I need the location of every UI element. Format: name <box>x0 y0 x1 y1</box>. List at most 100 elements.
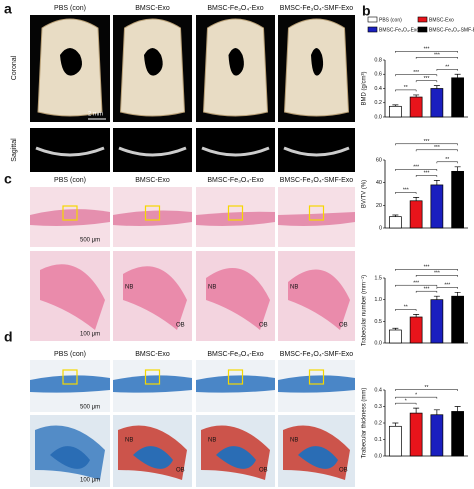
y-tick-label: 0.6 <box>374 72 382 78</box>
significance-bracket <box>415 57 458 59</box>
bar <box>451 170 464 229</box>
significance-bracket <box>395 192 417 194</box>
error-bar <box>433 85 440 89</box>
roi <box>308 205 325 221</box>
y-tick-label: 20 <box>376 203 382 209</box>
column-title: BMSC-Fe₃O₄-SMF-Exo <box>280 5 353 12</box>
panel-label: d <box>4 329 13 345</box>
bar <box>409 200 423 229</box>
column-title: PBS (con) <box>54 5 86 12</box>
y-tick-label: 60 <box>376 157 382 163</box>
significance-label: *** <box>434 145 440 151</box>
bar <box>430 414 444 457</box>
significance-label: *** <box>413 165 419 171</box>
panel-label: c <box>4 171 12 187</box>
bar <box>430 299 444 344</box>
error-bar <box>454 166 461 172</box>
significance-label: *** <box>413 281 419 287</box>
column-title: BMSC-Exo <box>135 177 170 184</box>
y-tick-label: 1.0 <box>374 297 382 303</box>
tissue <box>216 446 256 469</box>
column-title: BMSC-Fe₃O₄-Exo <box>207 5 263 12</box>
tissue <box>30 209 110 226</box>
bar <box>389 329 402 344</box>
y-axis-label: Trabecular number (mm⁻¹) <box>362 275 368 346</box>
significance-bracket <box>395 89 417 92</box>
defect <box>144 48 163 76</box>
roi <box>308 369 325 385</box>
significance-label: ** <box>445 157 449 163</box>
y-tick-label: 0.2 <box>374 420 382 426</box>
bone-section <box>118 146 187 157</box>
legend-label: BMSC-Fe₃O₄-SMF-Exo <box>429 27 474 33</box>
significance-bracket <box>395 309 417 311</box>
significance-label: ** <box>425 385 429 391</box>
roi <box>227 369 244 385</box>
legend-swatch <box>417 26 428 33</box>
bar <box>389 216 402 229</box>
tissue-label: OB <box>339 468 348 474</box>
error-bar <box>413 94 420 98</box>
tissue <box>123 266 187 330</box>
y-tick-label: 0.0 <box>374 453 382 459</box>
bar <box>430 184 444 229</box>
y-tick-label: 0.0 <box>374 114 382 120</box>
column-title: BMSC-Fe₃O₄-SMF-Exo <box>280 177 353 184</box>
bar <box>389 425 402 457</box>
significance-label: * <box>405 398 407 404</box>
significance-bracket <box>415 80 438 83</box>
significance-bracket <box>395 169 438 171</box>
significance-label: *** <box>424 76 430 82</box>
tissue-label: NB <box>125 285 133 291</box>
scale-bar-label: 2 mm <box>88 112 103 118</box>
tissue-label: NB <box>290 438 298 444</box>
column-title: BMSC-Exo <box>135 5 170 12</box>
roi <box>144 369 161 385</box>
error-bar <box>413 314 420 317</box>
column-title: BMSC-Fe₃O₄-Exo <box>207 351 263 358</box>
roi <box>144 205 161 221</box>
y-tick-label: 0.4 <box>374 86 382 92</box>
y-tick-label: 0.8 <box>374 57 382 63</box>
significance-label: *** <box>434 53 440 59</box>
tissue-label: NB <box>125 438 133 444</box>
y-tick-label: 0.2 <box>374 100 382 106</box>
error-bar <box>454 73 461 78</box>
significance-bracket <box>415 290 438 293</box>
significance-bracket <box>395 284 438 287</box>
tissue <box>278 212 355 226</box>
roi <box>62 205 78 221</box>
significance-bracket <box>395 402 417 405</box>
bar <box>451 411 464 457</box>
significance-label: ** <box>404 85 408 91</box>
bar <box>409 96 423 118</box>
tissue-label: NB <box>208 285 216 291</box>
significance-bracket <box>415 149 458 152</box>
significance-bracket <box>436 287 458 289</box>
legend-label: PBS (con) <box>379 17 402 23</box>
row-label: Sagittal <box>11 138 18 162</box>
scale-bar-label: 100 μm <box>80 332 100 338</box>
significance-bracket <box>395 51 458 53</box>
bar <box>409 316 423 344</box>
tissue-label: OB <box>176 468 185 474</box>
column-title: PBS (con) <box>54 351 86 358</box>
tissue <box>40 264 105 330</box>
column-title: PBS (con) <box>54 177 86 184</box>
error-bar <box>454 406 461 412</box>
error-bar <box>392 104 399 107</box>
tissue-label: OB <box>259 468 268 474</box>
error-bar <box>413 407 420 414</box>
significance-bracket <box>436 69 458 71</box>
significance-bracket <box>436 161 458 164</box>
legend-swatch <box>417 16 428 23</box>
bar <box>409 412 423 457</box>
significance-bracket <box>395 74 438 77</box>
error-bar <box>433 409 440 415</box>
tissue-label: OB <box>176 323 185 329</box>
column-title: BMSC-Fe₃O₄-Exo <box>207 177 263 184</box>
error-bar <box>392 327 399 330</box>
bar <box>451 77 464 118</box>
error-bar <box>392 214 399 217</box>
y-axis-label: BV/TV (%) <box>362 180 368 208</box>
